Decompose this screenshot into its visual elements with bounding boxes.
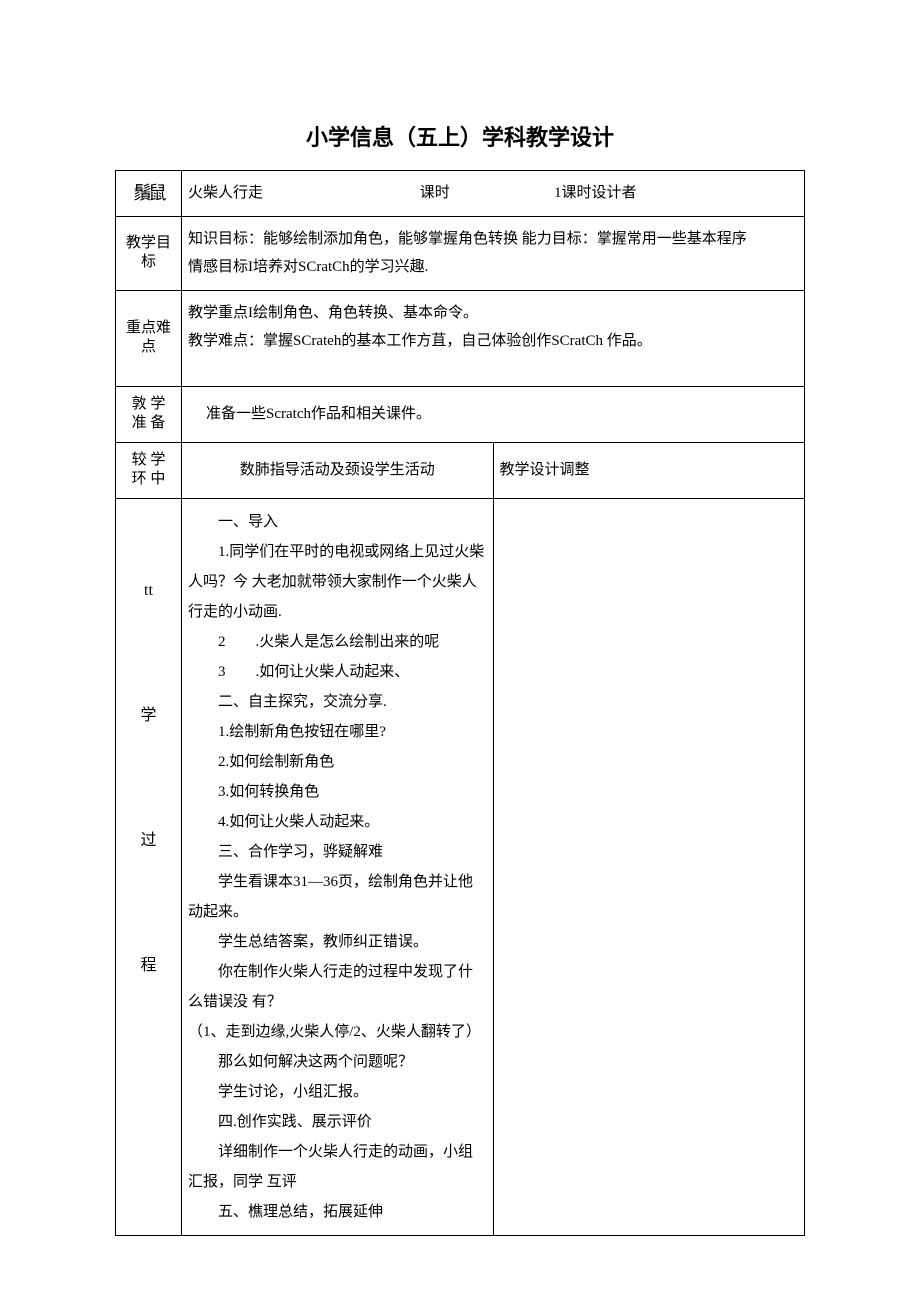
process-line: 1.同学们在平时的电视或网络上见过火柴人吗？今 大老加就带领大家制作一个火柴人行… [188, 537, 487, 627]
row1-glyph: 鬚鼠 [122, 184, 175, 202]
adjust-header: 教学设计调整 [500, 462, 590, 478]
keypoints-label-cell: 重点难点 [116, 290, 182, 386]
process-line: 那么如何解决这两个问题呢？ [188, 1047, 487, 1077]
table-row: 教学目标 知识目标：能够绘制添加角色，能够掌握角色转换 能力目标：掌握常用一些基… [116, 216, 805, 290]
goals-text1: 知识目标：能够绘制添加角色，能够掌握角色转换 能力目标：掌握常用一些基本程序 [188, 225, 798, 254]
env-label1: 较 学 [122, 451, 175, 471]
process-line: 2 .火柴人是怎么绘制出来的呢 [188, 627, 487, 657]
process-label-char: tt [144, 576, 153, 606]
prep-label1: 敦 学 [122, 395, 175, 415]
process-line: 学生看课本31—36页，绘制角色并让他动起来。 [188, 867, 487, 927]
process-line: 详细制作一个火枈人行走的动画，小组汇报，同学 互评 [188, 1137, 487, 1197]
goals-label: 教学目标 [122, 234, 175, 273]
table-row: tt 学 过 程 一、导入 1.同学们在平时的电视或网络上见过火柴人吗？今 大老… [116, 498, 805, 1235]
process-line: 二、自主探究，交流分享. [188, 687, 487, 717]
adjust-content-cell [493, 498, 805, 1235]
adjust-header-cell: 教学设计调整 [493, 442, 805, 498]
process-line: 4.如何让火柴人动起来。 [188, 807, 487, 837]
row1-inner: 火柴人行走 课时 1课时设计者 [188, 179, 798, 208]
page-container: 小学信息（五上）学科教学设计 鬚鼠 火柴人行走 课时 1课时设计者 教学目标 知… [0, 0, 920, 1296]
process-line: 四.创作实践、展示评价 [188, 1107, 487, 1137]
goals-label-cell: 教学目标 [116, 216, 182, 290]
process-content-cell: 一、导入 1.同学们在平时的电视或网络上见过火柴人吗？今 大老加就带领大家制作一… [182, 498, 494, 1235]
prep-label-cell: 敦 学 准 备 [116, 386, 182, 442]
process-label-char: 过 [140, 826, 156, 856]
process-line-text: 1.同学们在平时的电视或网络上见过火柴人吗？今 大老加就带领大家制作一个火柴人行… [188, 544, 484, 620]
topic-value: 火柴人行走 [188, 179, 420, 208]
lesson-plan-table: 鬚鼠 火柴人行走 课时 1课时设计者 教学目标 知识目标：能够绘制添加角色，能够… [115, 170, 805, 1236]
process-line: 一、导入 [188, 507, 487, 537]
process-label-cell: tt 学 过 程 [116, 498, 182, 1235]
table-row: 敦 学 准 备 准备一些Scratch作品和相关课件。 [116, 386, 805, 442]
activity-header-cell: 数肺指导活动及颈设学生活动 [182, 442, 494, 498]
prep-label2: 准 备 [122, 414, 175, 434]
env-label-cell: 较 学 环 中 [116, 442, 182, 498]
process-line: 3 .如何让火柴人动起来、 [188, 657, 487, 687]
prep-text: 准备一些Scratch作品和相关课件。 [206, 406, 431, 422]
prep-content-cell: 准备一些Scratch作品和相关课件。 [182, 386, 805, 442]
keypoints-text1: 教学重点I绘制角色、角色转换、基本命令。 [188, 299, 798, 328]
process-label-char: 学 [140, 701, 156, 731]
process-line: 三、合作学习，骅疑解难 [188, 837, 487, 867]
process-line: 2.如何绘制新角色 [188, 747, 487, 777]
process-line: 学生讨论，小组汇报。 [188, 1077, 487, 1107]
row1-label-cell: 鬚鼠 [116, 171, 182, 217]
keshi-value: 1课时设计者 [554, 179, 798, 208]
table-row: 重点难点 教学重点I绘制角色、角色转换、基本命令。 教学难点：掌握SCrateh… [116, 290, 805, 386]
process-line: 3.如何转换角色 [188, 777, 487, 807]
process-line-noindent: （1、走到边缘,火柴人停/2、火柴人翻转了） [188, 1017, 487, 1047]
page-title: 小学信息（五上）学科教学设计 [115, 120, 805, 152]
process-line: 1.绘制新角色按钮在哪里? [188, 717, 487, 747]
goals-text2: 情感目标I培养对SCratCh的学习兴趣. [188, 253, 798, 282]
process-line: 你在制作火柴人行走的过程中发现了什么错误没 有？ [188, 957, 487, 1017]
table-row: 较 学 环 中 数肺指导活动及颈设学生活动 教学设计调整 [116, 442, 805, 498]
activity-header: 数肺指导活动及颈设学生活动 [240, 462, 435, 478]
process-line: 学生总结答案，教师纠正错误。 [188, 927, 487, 957]
table-row: 鬚鼠 火柴人行走 课时 1课时设计者 [116, 171, 805, 217]
goals-content-cell: 知识目标：能够绘制添加角色，能够掌握角色转换 能力目标：掌握常用一些基本程序 情… [182, 216, 805, 290]
row1-content-cell: 火柴人行走 课时 1课时设计者 [182, 171, 805, 217]
env-label2: 环 中 [122, 470, 175, 490]
keshi-label: 课时 [420, 179, 554, 208]
keypoints-label: 重点难点 [122, 319, 175, 358]
process-label-char: 程 [140, 951, 156, 981]
process-label-stack: tt 学 过 程 [122, 529, 175, 1029]
process-line: 五、樵理总结，拓展延伸 [188, 1197, 487, 1227]
keypoints-text2: 教学难点：掌握SCrateh的基本工作方苴，自己体验创作SCratCh 作品。 [188, 327, 798, 356]
keypoints-content-cell: 教学重点I绘制角色、角色转换、基本命令。 教学难点：掌握SCrateh的基本工作… [182, 290, 805, 386]
